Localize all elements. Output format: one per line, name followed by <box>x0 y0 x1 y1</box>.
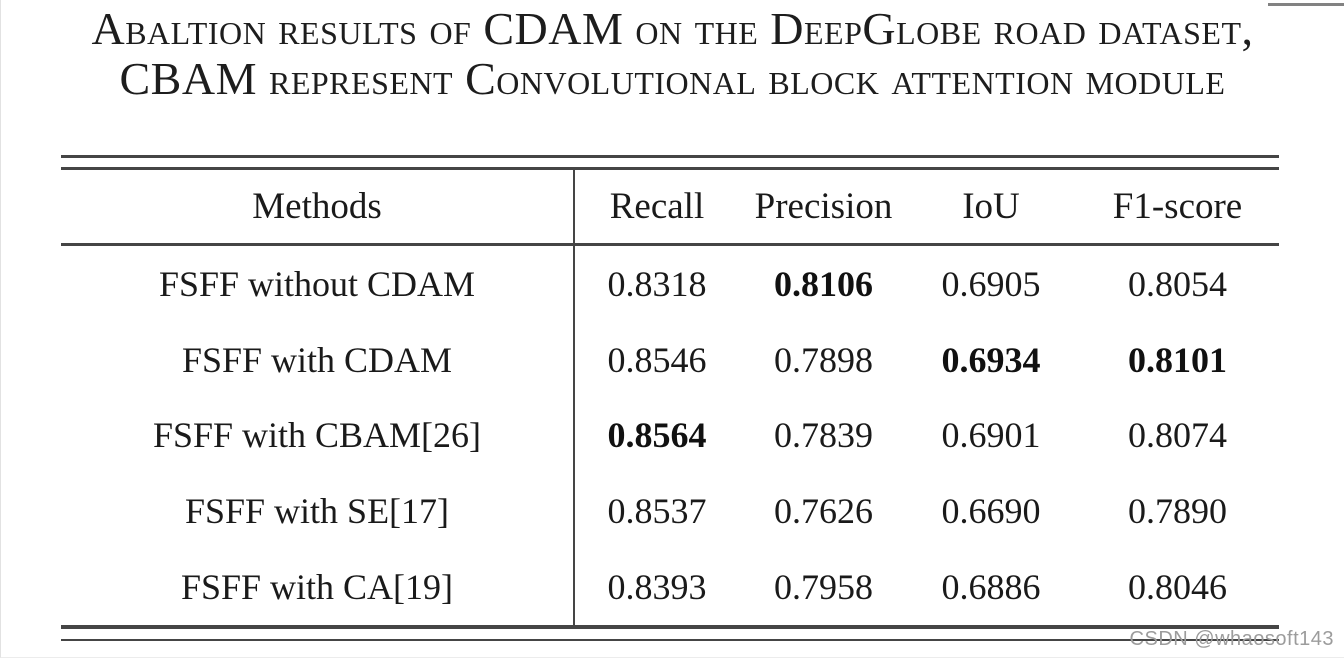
value-cell: 0.7839 <box>774 415 873 456</box>
method-cell: FSFF with SE[17] <box>184 491 450 532</box>
value-cell: 0.8546 <box>607 339 707 380</box>
header-separator-rule <box>61 243 1279 246</box>
value-cell: 0.7890 <box>1128 491 1227 532</box>
table-body: FSFF without CDAM 0.8318 0.8106 0.6905 0.805… <box>61 246 1279 625</box>
column-header-f1-score: F1-score <box>1112 186 1243 227</box>
value-cell: 0.7898 <box>774 339 873 380</box>
caption-line-2: CBAM represent Convolutional block atten… <box>119 53 1226 104</box>
value-cell: 0.8054 <box>1128 263 1227 304</box>
column-header-methods: Methods <box>252 186 382 227</box>
value-cell: 0.6886 <box>941 567 1041 608</box>
table-bottom-rule-outer <box>61 625 1279 629</box>
watermark: CSDN @whaosoft143 <box>1129 628 1334 650</box>
table-row: FSFF without CDAM 0.8318 0.8106 0.6905 0.805… <box>61 246 1279 322</box>
value-cell: 0.7626 <box>774 491 873 532</box>
value-cell: 0.6905 <box>941 263 1041 304</box>
value-cell: 0.8106 <box>774 263 873 304</box>
table-row: FSFF with SE[17] 0.8537 0.7626 0.6690 0.7890 <box>61 473 1279 549</box>
method-cell: FSFF with CA[19] <box>180 567 454 608</box>
value-cell: 0.6690 <box>941 491 1041 532</box>
method-cell: FSFF without CDAM <box>158 263 476 304</box>
table-row: FSFF with CA[19] 0.8393 0.7958 0.6886 0.8046 <box>61 549 1279 625</box>
table-header-row: Methods Recall Precision IoU F1-score <box>61 170 1279 243</box>
caption-line-1: Abaltion results of CDAM on the DeepGlob… <box>91 3 1254 54</box>
table-top-rule-inner <box>61 167 1279 170</box>
value-cell: 0.8537 <box>607 491 707 532</box>
column-header-precision: Precision <box>754 186 893 227</box>
value-cell: 0.6934 <box>941 339 1041 380</box>
value-cell: 0.8393 <box>607 567 707 608</box>
table-row: FSFF with CDAM 0.8546 0.7898 0.6934 0.8101 <box>61 322 1279 398</box>
table-caption: Abaltion results of CDAM on the DeepGlob… <box>1 4 1344 104</box>
ablation-results-table: Methods Recall Precision IoU F1-score FS… <box>61 155 1279 641</box>
top-right-rule-fragment <box>1268 3 1344 6</box>
value-cell: 0.7958 <box>774 567 873 608</box>
value-cell: 0.6901 <box>941 415 1041 456</box>
column-header-iou: IoU <box>962 186 1020 227</box>
value-cell: 0.8074 <box>1128 415 1227 456</box>
method-cell: FSFF with CDAM <box>181 339 453 380</box>
column-header-recall: Recall <box>609 186 705 227</box>
column-divider <box>573 170 575 625</box>
table-bottom-rule-inner <box>61 639 1279 641</box>
table-row: FSFF with CBAM[26] 0.8564 0.7839 0.6901 0.80… <box>61 398 1279 474</box>
value-cell: 0.8564 <box>607 415 707 456</box>
value-cell: 0.8318 <box>607 263 707 304</box>
value-cell: 0.8101 <box>1128 339 1227 380</box>
table-top-rule-outer <box>61 155 1279 158</box>
value-cell: 0.8046 <box>1128 567 1227 608</box>
method-cell: FSFF with CBAM[26] <box>152 415 482 456</box>
